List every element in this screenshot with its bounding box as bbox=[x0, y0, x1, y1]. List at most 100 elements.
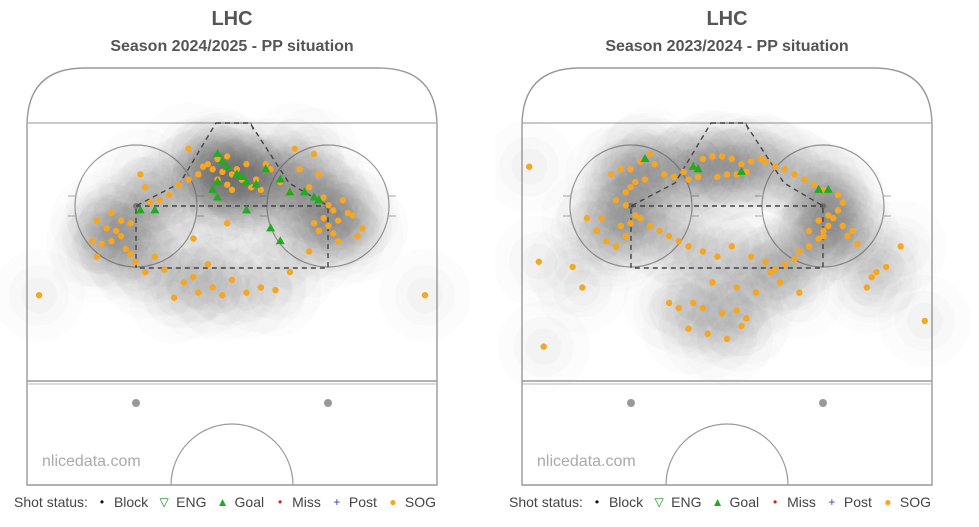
sog-point bbox=[93, 253, 101, 260]
sog-point bbox=[349, 212, 356, 219]
sog-point bbox=[190, 274, 197, 281]
sog-point bbox=[897, 243, 904, 250]
sog-point bbox=[825, 222, 832, 229]
sog-point bbox=[175, 181, 183, 188]
rink-plot bbox=[26, 67, 438, 486]
sog-point bbox=[622, 189, 629, 196]
sog-point bbox=[665, 299, 673, 307]
sog-point bbox=[699, 304, 707, 312]
watermark: nlicedata.com bbox=[537, 453, 636, 470]
sog-point bbox=[88, 238, 96, 245]
sog-point bbox=[752, 289, 760, 296]
sog-point bbox=[286, 268, 294, 276]
sog-point bbox=[334, 238, 342, 245]
chart-subtitle: Season 2023/2024 - PP situation bbox=[605, 38, 849, 55]
sog-point bbox=[810, 181, 818, 188]
center-circle bbox=[170, 423, 294, 486]
goal-point bbox=[241, 177, 251, 186]
rink-plot bbox=[521, 67, 933, 486]
sog-point bbox=[305, 248, 313, 255]
sog-point bbox=[257, 186, 265, 194]
chart-panel-2023-2024: LHC Season 2023/2024 - PP situation nlic… bbox=[495, 0, 979, 527]
sog-point bbox=[738, 322, 745, 330]
goal-point bbox=[237, 171, 247, 180]
watermark: nlicedata.com bbox=[42, 453, 141, 470]
sog-point bbox=[579, 284, 586, 291]
sog-point bbox=[651, 160, 658, 168]
chart-panel-2024-2025: LHC Season 2024/2025 - PP situation nlic… bbox=[0, 0, 489, 527]
sog-point bbox=[690, 299, 697, 307]
sog-point bbox=[569, 263, 576, 271]
goal-point bbox=[688, 161, 698, 170]
sog-point bbox=[757, 155, 764, 163]
goal-point bbox=[736, 166, 746, 175]
sog-point bbox=[359, 225, 366, 232]
sog-point bbox=[603, 238, 610, 245]
sog-point bbox=[699, 155, 707, 163]
sog-point bbox=[108, 238, 115, 245]
legend-item-goal: ▲ Goal bbox=[711, 494, 760, 510]
sog-point bbox=[223, 153, 231, 160]
sog-point bbox=[137, 171, 144, 178]
goal-point bbox=[150, 205, 160, 214]
goal-point bbox=[640, 153, 650, 162]
sog-point bbox=[330, 207, 337, 214]
legend-item-post: + Post bbox=[828, 494, 872, 510]
sog-point bbox=[772, 163, 779, 170]
sog-point bbox=[132, 258, 139, 265]
sog-point bbox=[122, 245, 130, 253]
sog-point bbox=[694, 173, 702, 181]
goal-point bbox=[135, 205, 145, 214]
sog-point bbox=[617, 222, 625, 229]
sog-point bbox=[825, 212, 832, 219]
sog-point bbox=[315, 171, 323, 178]
sog-point bbox=[151, 253, 159, 260]
sog-point bbox=[829, 214, 837, 222]
sog-point bbox=[656, 227, 663, 235]
sog-point bbox=[141, 268, 149, 276]
sog-point bbox=[738, 160, 745, 168]
sog-point bbox=[117, 232, 125, 240]
sog-point bbox=[921, 317, 928, 325]
sog-point bbox=[646, 222, 654, 229]
chart-subtitle: Season 2024/2025 - PP situation bbox=[110, 38, 354, 55]
sog-point bbox=[117, 217, 125, 224]
sog-point bbox=[315, 227, 323, 235]
goal-point bbox=[314, 195, 324, 204]
legend-title: Shot status: bbox=[509, 494, 583, 510]
sog-point bbox=[93, 217, 101, 224]
sog-point bbox=[805, 243, 813, 250]
neutral-faceoff-dot bbox=[324, 399, 332, 407]
sog-point bbox=[796, 248, 803, 255]
sog-point bbox=[296, 166, 303, 173]
sog-point bbox=[699, 248, 707, 255]
sog-point bbox=[228, 276, 236, 283]
goal-point bbox=[241, 205, 251, 214]
sog-point bbox=[344, 209, 351, 217]
sog-point bbox=[762, 158, 769, 165]
sog-point bbox=[791, 256, 798, 263]
legend-item-miss: • Miss bbox=[277, 494, 321, 510]
sog-point bbox=[661, 171, 668, 178]
sog-point bbox=[767, 268, 774, 276]
sog-point bbox=[820, 232, 827, 240]
sog-point bbox=[685, 325, 692, 332]
goal-point bbox=[213, 148, 223, 157]
sog-point bbox=[627, 166, 634, 173]
sog-point bbox=[108, 209, 115, 217]
sog-point bbox=[209, 166, 216, 173]
goal-point bbox=[814, 184, 824, 193]
sog-point bbox=[257, 284, 265, 291]
sog-point bbox=[141, 184, 149, 191]
sog-point bbox=[636, 214, 644, 222]
goal-point bbox=[251, 179, 261, 188]
sog-point bbox=[127, 220, 134, 227]
sog-point bbox=[743, 315, 750, 322]
sog-point bbox=[723, 171, 731, 178]
sog-point bbox=[791, 171, 798, 178]
sog-point bbox=[204, 261, 212, 268]
sog-point bbox=[310, 150, 318, 158]
sog-point bbox=[714, 253, 721, 260]
goal-point bbox=[232, 169, 242, 178]
legend-item-goal: ▲ Goal bbox=[216, 494, 265, 510]
